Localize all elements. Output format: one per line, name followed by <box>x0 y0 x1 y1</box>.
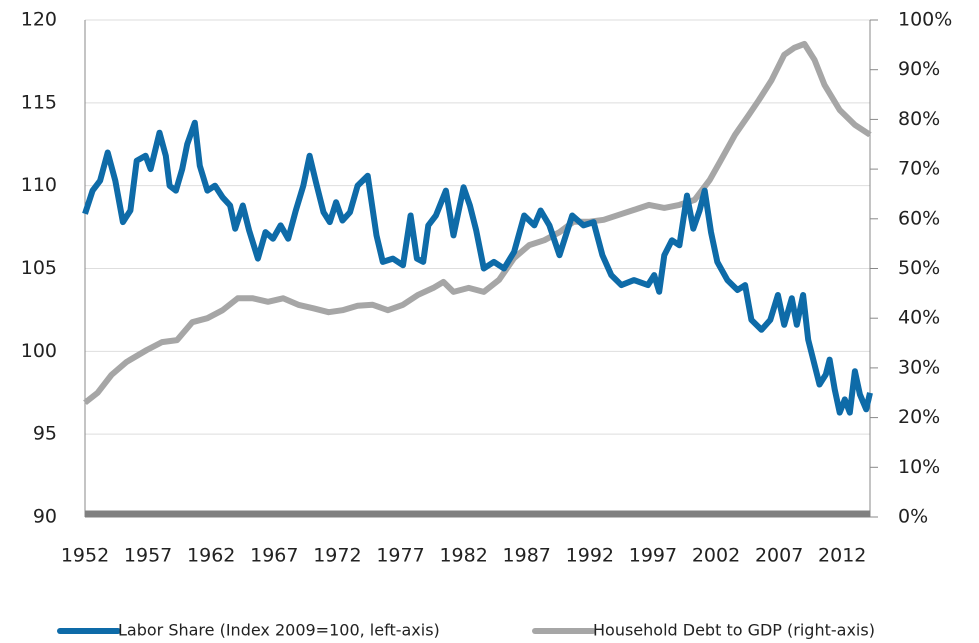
legend-label: Labor Share (Index 2009=100, left-axis) <box>118 621 440 640</box>
y2-tick-label: 70% <box>898 158 940 180</box>
x-tick-label: 1952 <box>61 545 109 567</box>
y2-tick-label: 80% <box>898 108 940 130</box>
x-tick-label: 2002 <box>692 545 740 567</box>
x-tick-label: 1957 <box>124 545 172 567</box>
y-tick-label: 95 <box>33 423 57 445</box>
x-tick-label: 1992 <box>566 545 614 567</box>
y-tick-label: 120 <box>21 9 57 31</box>
y2-tick-label: 90% <box>898 58 940 80</box>
y-tick-label: 110 <box>21 174 57 196</box>
y-tick-label: 100 <box>21 340 57 362</box>
y-tick-label: 115 <box>21 91 57 113</box>
y2-tick-label: 100% <box>898 9 952 31</box>
legend-label: Household Debt to GDP (right-axis) <box>593 621 875 640</box>
line-series <box>82 119 873 416</box>
x-tick-label: 1977 <box>376 545 424 567</box>
y2-tick-label: 0% <box>898 506 928 528</box>
x-tick-label: 2012 <box>818 545 866 567</box>
y2-tick-label: 40% <box>898 307 940 329</box>
y2-tick-label: 50% <box>898 257 940 279</box>
x-tick-label: 1997 <box>629 545 677 567</box>
x-tick-label: 1962 <box>187 545 235 567</box>
x-tick-label: 1967 <box>250 545 298 567</box>
x-tick-label: 1972 <box>313 545 361 567</box>
x-tick-label: 1982 <box>439 545 487 567</box>
x-tick-label: 1987 <box>503 545 551 567</box>
y2-tick-label: 60% <box>898 207 940 229</box>
line-series <box>83 40 872 406</box>
y2-tick-label: 30% <box>898 356 940 378</box>
y-tick-label: 105 <box>21 257 57 279</box>
y2-tick-label: 10% <box>898 456 940 478</box>
y-tick-label: 90 <box>33 506 57 528</box>
y2-tick-label: 20% <box>898 406 940 428</box>
x-tick-label: 2007 <box>755 545 803 567</box>
